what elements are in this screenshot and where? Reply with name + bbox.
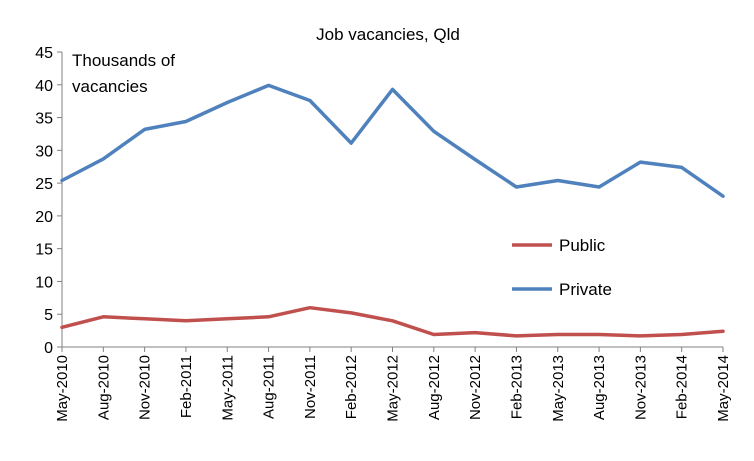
x-tick-label: May-2012 xyxy=(385,355,402,422)
x-tick-label: May-2010 xyxy=(54,355,71,422)
y-tick-label: 20 xyxy=(35,209,53,226)
x-tick-label: Feb-2012 xyxy=(343,355,360,419)
x-axis-ticks: May-2010 Aug-2010 Nov-2010 Feb-2011 May-2011… xyxy=(54,347,732,422)
y-axis-label-line-2: vacancies xyxy=(72,77,148,96)
x-tick-label: Aug-2013 xyxy=(591,355,608,420)
y-tick-label: 40 xyxy=(35,78,53,95)
x-tick-label: Nov-2011 xyxy=(302,355,319,419)
y-tick-label: 45 xyxy=(35,45,53,62)
x-tick-label: Nov-2010 xyxy=(137,355,154,420)
legend-label-public: Public xyxy=(559,236,606,255)
x-tick-label: Nov-2013 xyxy=(632,355,649,420)
series-line-public xyxy=(60,305,725,338)
y-axis-ticks: 0 5 10 15 20 25 30 35 40 45 xyxy=(35,45,62,357)
y-tick-label: 30 xyxy=(35,143,53,160)
axes xyxy=(61,52,723,348)
series-line-private xyxy=(60,83,725,198)
x-tick-label: Feb-2013 xyxy=(508,355,525,419)
y-tick-label: 0 xyxy=(44,340,53,357)
legend-label-private: Private xyxy=(559,280,612,299)
x-tick-label: May-2013 xyxy=(550,355,567,422)
y-tick-label: 25 xyxy=(35,176,53,193)
y-tick-label: 10 xyxy=(35,274,53,291)
y-axis-label-line-1: Thousands of xyxy=(72,51,175,70)
x-tick-label: Feb-2011 xyxy=(178,355,195,418)
x-tick-label: Nov-2012 xyxy=(467,355,484,420)
x-tick-label: May-2014 xyxy=(715,355,732,422)
legend: Public Private xyxy=(512,236,612,299)
y-tick-label: 5 xyxy=(44,307,53,324)
x-tick-label: Aug-2012 xyxy=(426,355,443,420)
chart-title: Job vacancies, Qld xyxy=(316,25,460,44)
series-lines xyxy=(60,83,725,338)
x-tick-label: Aug-2010 xyxy=(95,355,112,420)
x-tick-label: Feb-2014 xyxy=(674,355,691,419)
y-tick-label: 15 xyxy=(35,242,53,259)
x-tick-label: May-2011 xyxy=(219,355,236,421)
y-tick-label: 35 xyxy=(35,111,53,128)
x-tick-label: Aug-2011 xyxy=(261,355,278,419)
